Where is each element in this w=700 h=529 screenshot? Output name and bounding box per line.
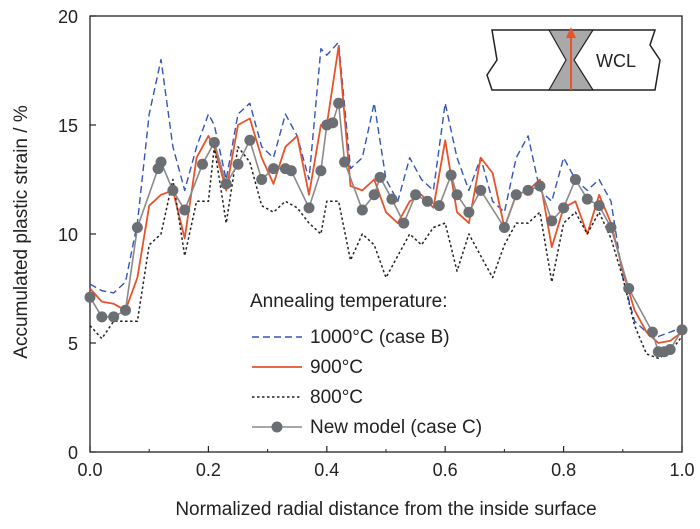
data-point <box>368 189 380 201</box>
data-point <box>569 174 581 185</box>
legend-label: 900°C <box>310 357 363 378</box>
data-point <box>581 193 593 205</box>
data-point <box>593 200 605 212</box>
data-point <box>285 165 297 177</box>
data-point <box>96 311 108 323</box>
data-point <box>676 324 688 336</box>
legend-label: 1000°C (case B) <box>310 327 450 348</box>
data-point <box>433 200 445 212</box>
weld-inset-diagram: WCL <box>486 27 661 91</box>
data-point <box>605 221 617 233</box>
data-point <box>131 221 143 233</box>
data-point <box>546 215 558 227</box>
series-line <box>89 41 683 338</box>
series-4 <box>84 97 688 358</box>
data-point <box>510 189 522 201</box>
legend-label: 800°C <box>310 387 363 408</box>
x-tick-label: 0.6 <box>433 460 458 480</box>
y-tick-label: 0 <box>68 443 78 463</box>
data-point <box>120 304 132 316</box>
data-point <box>386 193 398 205</box>
data-point <box>623 283 635 294</box>
data-point <box>646 326 658 338</box>
legend-title: Annealing temperature: <box>250 291 448 312</box>
data-point <box>664 344 676 356</box>
data-point <box>327 117 339 129</box>
y-tick-label: 5 <box>68 334 78 354</box>
data-point <box>84 291 96 303</box>
data-point <box>463 206 475 218</box>
y-tick-label: 20 <box>58 7 78 27</box>
series-line <box>89 146 683 360</box>
legend-entry: 800°C <box>252 387 363 408</box>
data-point <box>256 174 268 185</box>
data-point <box>356 204 368 216</box>
data-point <box>232 158 244 170</box>
data-point <box>220 178 232 190</box>
data-point <box>315 165 327 177</box>
data-point <box>398 217 410 229</box>
data-point <box>410 189 422 201</box>
data-point <box>196 158 208 170</box>
series-1 <box>89 41 683 338</box>
series-line <box>89 45 683 344</box>
x-tick-label: 0.2 <box>196 460 221 480</box>
legend-entry: New model (case C) <box>252 417 482 438</box>
legend-entry: 1000°C (case B) <box>252 327 450 348</box>
series-line <box>89 102 683 353</box>
data-point <box>534 180 546 192</box>
legend-label: New model (case C) <box>310 417 482 438</box>
data-point <box>339 156 351 168</box>
y-tick-label: 10 <box>58 225 78 245</box>
x-tick-label: 1.0 <box>669 460 694 480</box>
data-point <box>303 202 315 214</box>
data-point <box>208 136 220 148</box>
inset-arrow-head <box>566 27 576 38</box>
legend-marker <box>271 421 283 433</box>
data-point <box>421 195 433 207</box>
legend: Annealing temperature: 1000°C (case B) 90… <box>250 291 482 438</box>
x-tick-label: 0.0 <box>77 460 102 480</box>
data-point <box>167 184 179 196</box>
data-point <box>558 202 570 214</box>
data-point <box>374 171 386 183</box>
data-point <box>155 156 167 168</box>
x-tick-label: 0.8 <box>551 460 576 480</box>
legend-entry: 900°C <box>252 357 363 378</box>
data-point <box>445 169 457 181</box>
data-point <box>522 184 534 196</box>
data-point <box>498 221 510 233</box>
y-tick-label: 15 <box>58 116 78 136</box>
data-point <box>244 134 256 146</box>
series-3 <box>89 146 683 360</box>
series-2 <box>89 45 683 344</box>
data-point <box>179 204 191 216</box>
x-tick-label: 0.4 <box>314 460 339 480</box>
data-point <box>451 189 463 201</box>
data-point <box>333 97 345 109</box>
inset-label: WCL <box>596 51 636 71</box>
y-axis-label: Accumulated plastic strain / % <box>11 105 32 359</box>
tick-layer: 0.0 0.2 0.4 0.6 0.8 1.0 0 5 10 15 20 <box>58 7 695 480</box>
series-layer <box>84 41 688 360</box>
data-point <box>268 163 280 175</box>
data-point <box>108 311 120 323</box>
data-point <box>475 184 487 196</box>
x-axis-label: Normalized radial distance from the insi… <box>175 499 596 520</box>
